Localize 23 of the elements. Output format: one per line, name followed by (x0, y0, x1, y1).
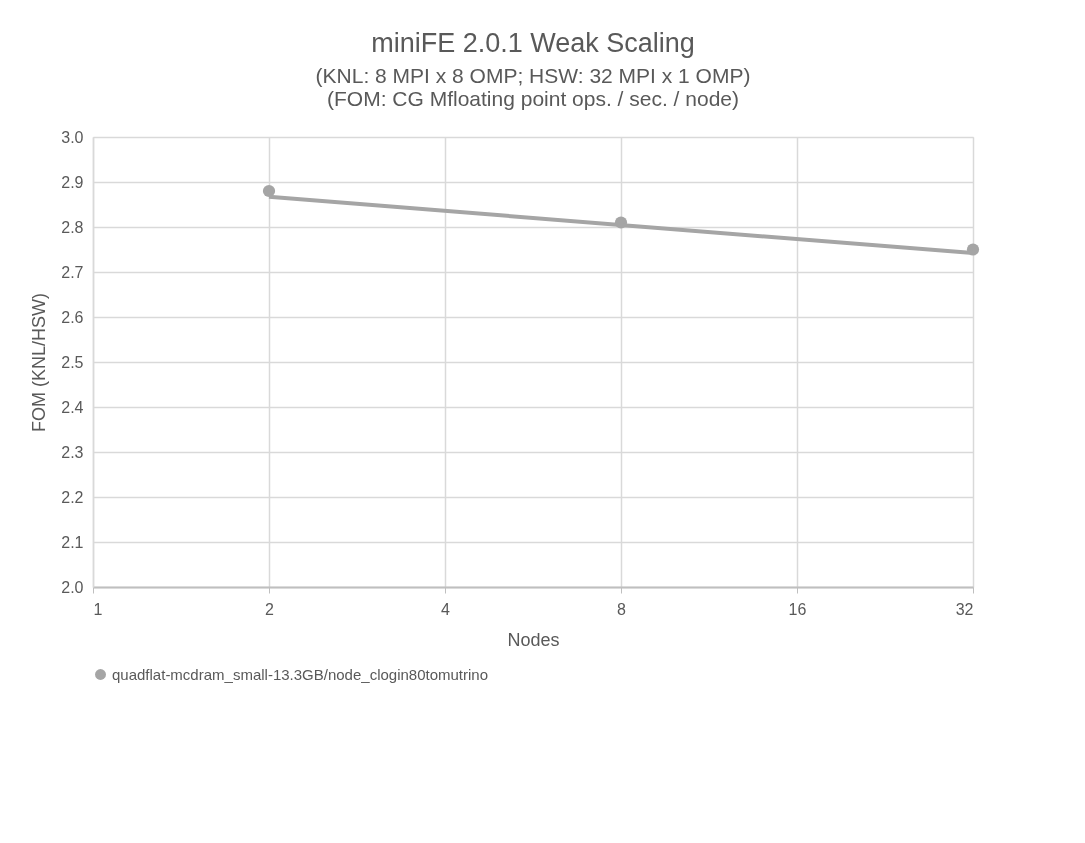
y-tick-label: 2.9 (61, 173, 84, 191)
x-tick-label: 2 (265, 600, 275, 618)
y-axis-title: FOM (KNL/HSW) (29, 293, 50, 432)
x-tick-label: 1 (93, 600, 103, 618)
x-tick-label: 4 (441, 600, 451, 618)
y-tick-label: 2.2 (61, 488, 84, 506)
y-tick-label: 2.7 (61, 263, 84, 281)
y-tick-label: 2.0 (61, 578, 84, 596)
chart-subtitle: (KNL: 8 MPI x 8 OMP; HSW: 32 MPI x 1 OMP) (FOM: CG Mfloating point ops. / sec. / node) (315, 64, 751, 110)
y-tick-label: 2.4 (61, 398, 84, 416)
x-tick-label: 8 (617, 600, 627, 618)
x-tick-label: 16 (788, 600, 807, 618)
y-tick-label: 3.0 (61, 128, 84, 146)
y-tick-label: 2.1 (61, 533, 84, 551)
y-tick-label: 2.6 (61, 308, 84, 326)
point (262, 184, 276, 198)
x-axis-title: Nodes (507, 629, 560, 650)
y-tick-label: 2.3 (61, 443, 84, 461)
x-tick-label: 32 (955, 600, 974, 618)
chart-title: miniFE 2.0.1 Weak Scaling (371, 28, 695, 58)
y-tick-label: 2.8 (61, 218, 84, 236)
y-tick-label: 2.5 (61, 353, 84, 371)
legend-label: quadflat-mcdram_small-13.3GB/node_clogin80tomutrino (112, 665, 489, 683)
